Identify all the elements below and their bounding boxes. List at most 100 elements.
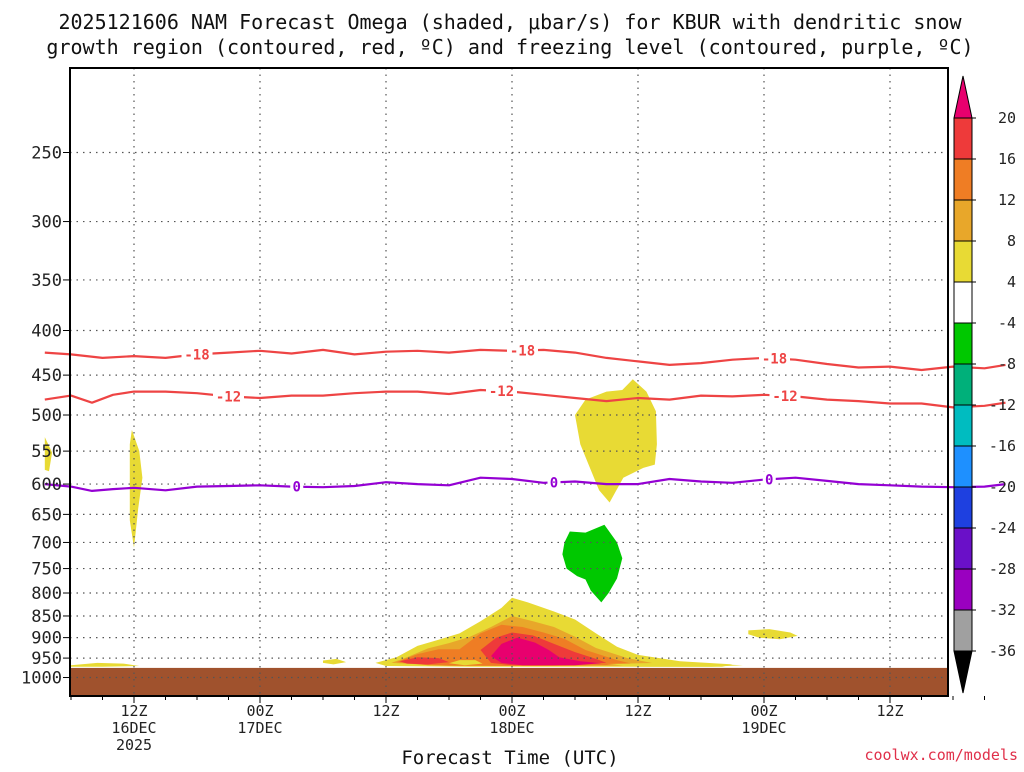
freezing-level-label-2: 0	[550, 475, 558, 491]
x-axis-label: Forecast Time (UTC)	[401, 747, 618, 768]
x-tick-label-5-1: 00Z	[750, 702, 777, 720]
colorbar-label-14: -36	[989, 642, 1016, 660]
colorbar-box-4	[953, 240, 973, 283]
y-tick-label-650: 650	[31, 505, 62, 525]
x-tick-label-5-2: 19DEC	[741, 719, 786, 737]
omega-yellow-small-left	[71, 662, 140, 667]
colorbar-box-8	[953, 404, 973, 447]
plot-frame	[69, 67, 949, 697]
dgz-minus18-label-bg	[507, 342, 538, 359]
temperature-contours: -18 -18 -18 -12 -12 -12 0 0 0	[44, 342, 1006, 496]
ground-terrain-band	[70, 667, 948, 696]
x-tick-label-1-2: 17DEC	[237, 719, 282, 737]
colorbar-box-6	[953, 322, 973, 365]
x-tick-label-0-2: 16DEC	[111, 719, 156, 737]
colorbar-box-7	[953, 363, 973, 406]
y-tick-label-600: 600	[31, 475, 62, 495]
colorbar-label-7: -8	[998, 355, 1016, 373]
colorbar-label-8: -12	[989, 396, 1016, 414]
colorbar-label-2: 16	[998, 150, 1016, 168]
y-tick-label-1000: 1000	[21, 669, 62, 689]
omega-yellow-hole	[449, 660, 483, 666]
y-tick-label-850: 850	[31, 607, 62, 627]
colorbar-box-13	[953, 609, 973, 652]
pressure-axis: 2503003504004505005506006507007508008509…	[21, 144, 70, 689]
colorbar-label-10: -20	[989, 478, 1016, 496]
freezing-level-label-bg	[762, 471, 776, 488]
colorbar-box-10	[953, 486, 973, 529]
plot-area: -18 -18 -18 -12 -12 -12 0 0 0	[44, 67, 1006, 697]
colorbar-box-3	[953, 199, 973, 242]
y-tick-label-950: 950	[31, 649, 62, 669]
dgz-minus18-label-bg	[759, 350, 790, 367]
credit-text: coolwx.com/models	[864, 746, 1018, 764]
freezing-level-label-1: 0	[293, 480, 301, 496]
plot-background	[70, 68, 948, 696]
y-tick-label-550: 550	[31, 442, 62, 462]
omega-green-blob	[562, 524, 623, 603]
omega-red-main	[399, 657, 449, 665]
omega-colorbar: 20 16 12 8 4 -4 -8 -12 -16 -20 -24 -28 -32 -36	[953, 75, 1016, 694]
y-tick-label-250: 250	[31, 144, 62, 164]
freezing-level-label-3: 0	[765, 472, 773, 488]
x-tick-label-0-1: 12Z	[120, 702, 147, 720]
colorbar-label-5: 4	[1007, 273, 1016, 291]
colorbar-label-1: 20	[998, 109, 1016, 127]
x-tick-label-2-1: 12Z	[372, 702, 399, 720]
colorbar-label-9: -16	[989, 437, 1016, 455]
colorbar-label-11: -24	[989, 519, 1016, 537]
colorbar-box-2	[953, 158, 973, 201]
freezing-level-line	[44, 476, 1006, 492]
x-tick-label-0-3: 2025	[116, 736, 152, 754]
omega-yellow-small-right	[748, 629, 798, 640]
omega-yellow-trail	[606, 662, 743, 667]
chart-title-line2: growth region (contoured, red, ºC) and f…	[46, 35, 973, 59]
x-tick-label-1-1: 00Z	[246, 702, 273, 720]
colorbar-bottom-arrow	[953, 650, 973, 694]
omega-yellow-upper-blob	[575, 379, 657, 503]
dgz-minus12-label-bg	[769, 387, 801, 404]
y-tick-label-300: 300	[31, 213, 62, 233]
colorbar-box-11	[953, 527, 973, 570]
colorbar-label-12: -28	[989, 560, 1016, 578]
chart-title-line1: 2025121606 NAM Forecast Omega (shaded, μ…	[58, 10, 962, 34]
y-tick-label-900: 900	[31, 629, 62, 649]
dgz-minus18-label-2: -18	[510, 343, 535, 359]
dgz-minus12-label-bg	[486, 383, 517, 400]
freezing-level-label-bg	[290, 478, 304, 495]
y-tick-label-800: 800	[31, 584, 62, 604]
dgz-minus18-label-bg	[181, 346, 213, 363]
colorbar-label-13: -32	[989, 601, 1016, 619]
colorbar-label-3: 12	[998, 191, 1016, 209]
y-tick-label-400: 400	[31, 322, 62, 342]
y-tick-label-750: 750	[31, 560, 62, 580]
colorbar-label-6: -4	[998, 314, 1016, 332]
colorbar-box-1	[953, 117, 973, 160]
colorbar-box-12	[953, 568, 973, 611]
x-tick-label-3-1: 00Z	[498, 702, 525, 720]
colorbar-top-arrow	[953, 75, 973, 119]
x-tick-label-6-1: 12Z	[876, 702, 903, 720]
omega-yellow-left-edge	[44, 437, 53, 472]
dgz-minus18-label-3: -18	[762, 351, 787, 367]
gridlines	[70, 68, 948, 696]
y-tick-label-700: 700	[31, 533, 62, 553]
dgz-minus18-label-1: -18	[184, 347, 209, 363]
colorbar-label-4: 8	[1007, 232, 1016, 250]
colorbar-box-5	[953, 281, 973, 324]
y-tick-label-350: 350	[31, 271, 62, 291]
dgz-minus12-label-1: -12	[216, 389, 241, 405]
dgz-minus12-label-2: -12	[489, 384, 514, 400]
dgz-minus12-label-bg	[213, 388, 244, 405]
omega-shading-layer	[44, 379, 798, 667]
dgz-minus12-label-3: -12	[772, 389, 797, 405]
colorbar-box-9	[953, 445, 973, 488]
x-tick-label-3-2: 18DEC	[489, 719, 534, 737]
freezing-level-label-bg	[547, 474, 561, 491]
omega-yellow-small-mid	[323, 658, 347, 665]
y-tick-label-500: 500	[31, 406, 62, 426]
y-tick-label-450: 450	[31, 366, 62, 386]
x-tick-label-4-1: 12Z	[624, 702, 651, 720]
